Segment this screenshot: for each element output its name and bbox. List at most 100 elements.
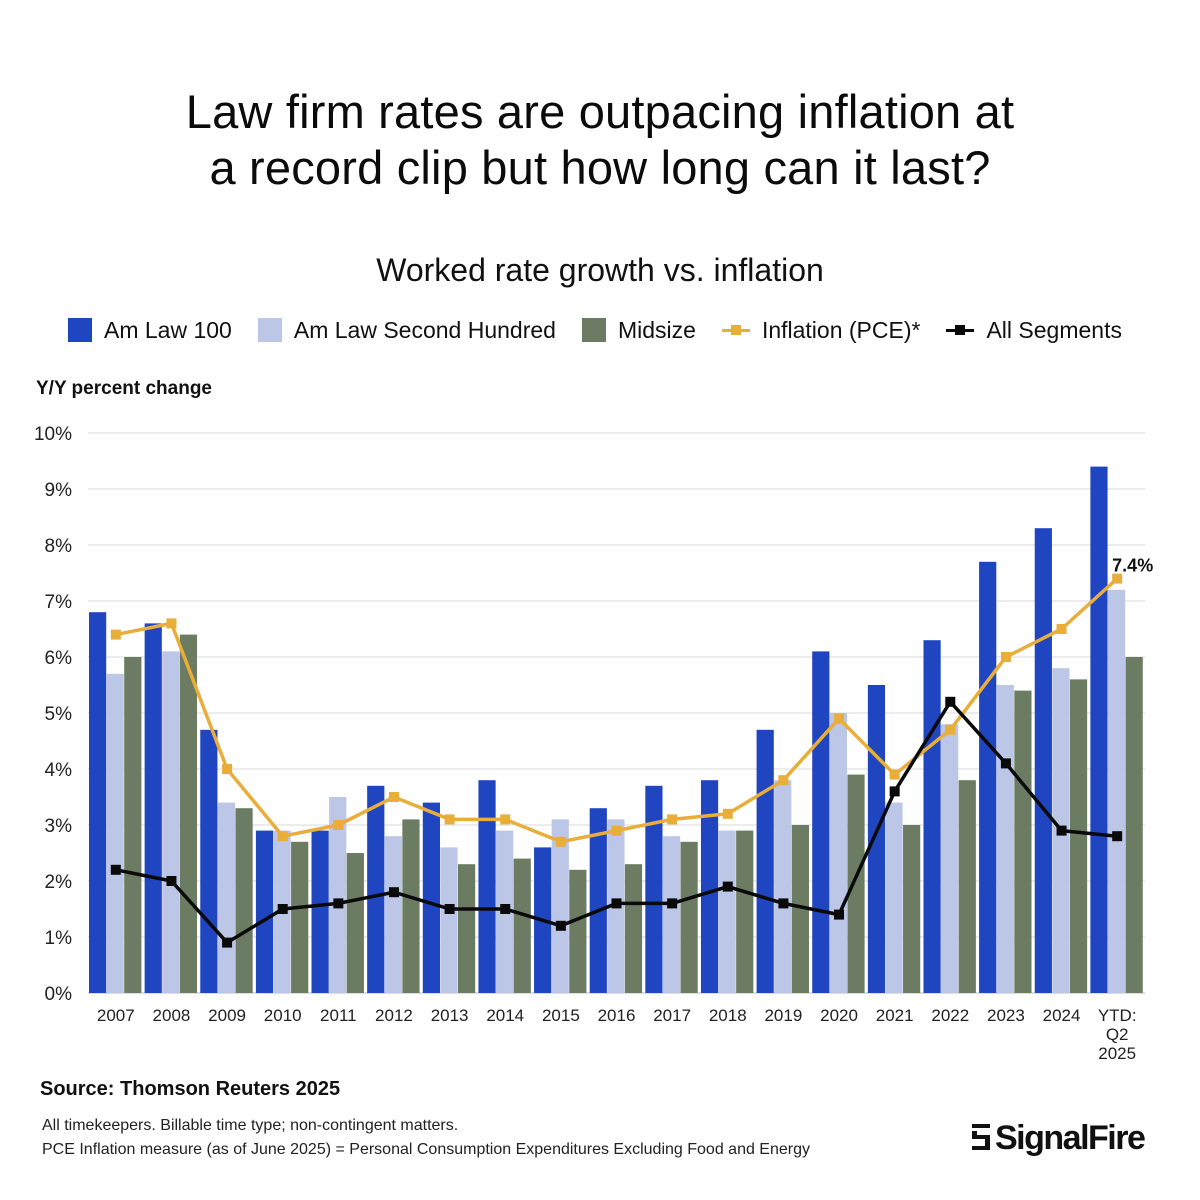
footnote-2: PCE Inflation measure (as of June 2025) …	[42, 1141, 810, 1158]
bar-am-law-100	[422, 802, 440, 993]
chart-title: Worked rate growth vs. inflation	[376, 252, 824, 288]
legend-label: Inflation (PCE)*	[761, 316, 921, 343]
bar-am-law-100	[979, 561, 997, 993]
chart-legend: Am Law 100 Am Law Second Hundred Midsize In…	[68, 314, 1148, 346]
y-tick-label: 1%	[45, 928, 73, 949]
y-tick-label: 6%	[45, 648, 73, 669]
signalfire-logo: SignalFire	[970, 1118, 1146, 1158]
point-inflation-pce	[166, 618, 177, 629]
bar-am-law-100	[589, 808, 607, 993]
x-tick-label: 2024	[1043, 1006, 1081, 1025]
bar-am-law-100	[867, 685, 886, 993]
point-inflation-pce	[277, 831, 288, 842]
legend-item-midsize: Midsize	[581, 316, 696, 344]
point-inflation-pce	[889, 769, 900, 780]
point-inflation-pce	[500, 814, 511, 825]
bar-am-law-second-hundred	[106, 673, 124, 993]
point-inflation-pce	[611, 825, 622, 836]
point-all-segments	[555, 920, 566, 931]
bars	[89, 466, 1143, 994]
bar-am-law-100	[756, 729, 774, 993]
x-tick-label: 2011	[320, 1006, 357, 1025]
point-inflation-pce	[222, 764, 233, 774]
bar-am-law-100	[200, 729, 218, 993]
bar-am-law-100	[1090, 466, 1108, 994]
legend-swatch	[581, 318, 606, 342]
legend-item-inflation-pce: Inflation (PCE)*	[721, 316, 921, 344]
bar-am-law-second-hundred	[217, 802, 236, 993]
point-all-segments	[277, 904, 288, 914]
point-inflation-pce	[333, 820, 344, 830]
bar-midsize	[513, 858, 531, 993]
legend-label: Am Law 100	[104, 316, 232, 343]
bar-am-law-second-hundred	[829, 713, 848, 993]
bar-am-law-100	[89, 612, 107, 993]
x-tick-label: 2016	[598, 1006, 636, 1025]
logo-text: SignalFire	[995, 1118, 1146, 1157]
bar-midsize	[1014, 690, 1032, 993]
point-all-segments	[667, 898, 678, 909]
bar-midsize	[402, 819, 420, 993]
legend-item-am-law-100: Am Law 100	[68, 317, 232, 344]
y-tick-label: 4%	[45, 760, 73, 781]
bar-am-law-second-hundred	[551, 819, 569, 993]
bar-am-law-second-hundred	[662, 836, 681, 993]
x-tick-label: 2014	[486, 1006, 524, 1025]
point-inflation-pce	[667, 814, 678, 825]
bar-midsize	[346, 853, 364, 993]
point-inflation-pce	[388, 792, 399, 802]
bar-am-law-second-hundred	[718, 830, 736, 993]
bar-am-law-100	[700, 780, 719, 993]
y-tick-label: 10%	[34, 424, 72, 445]
bar-am-law-second-hundred	[885, 802, 903, 993]
x-tick-label: 2019	[764, 1006, 802, 1025]
bar-midsize	[680, 841, 698, 993]
point-all-segments	[722, 881, 733, 892]
y-tick-label: 5%	[45, 704, 73, 725]
point-all-segments	[222, 937, 233, 948]
point-all-segments	[611, 898, 622, 909]
legend-label: Midsize	[617, 316, 696, 343]
annotations: 7.4%	[1112, 556, 1153, 576]
bar-midsize	[569, 869, 587, 993]
point-all-segments	[1112, 831, 1123, 842]
x-tick-label: 2020	[820, 1006, 858, 1025]
x-tick-label: 2023	[987, 1006, 1025, 1025]
bar-midsize	[624, 864, 643, 993]
bar-midsize	[235, 808, 253, 993]
legend-line-marker	[721, 318, 750, 342]
legend-swatch	[68, 318, 92, 342]
point-inflation-pce	[110, 629, 121, 640]
x-tick-label: 2007	[97, 1006, 135, 1025]
bar-am-law-second-hundred	[329, 797, 347, 993]
data-label: 7.4%	[1112, 556, 1153, 576]
y-axis-label: Y/Y percent change	[36, 378, 212, 399]
bar-am-law-second-hundred	[384, 836, 402, 993]
bar-am-law-second-hundred	[1107, 589, 1126, 993]
source-text: Source: Thomson Reuters 2025	[40, 1078, 341, 1100]
x-tick-label: 2017	[653, 1006, 691, 1025]
title-line-2: a record clip but how long can it last?	[209, 141, 991, 194]
point-inflation-pce	[945, 724, 956, 735]
point-all-segments	[333, 898, 344, 909]
bar-am-law-100	[311, 830, 329, 993]
point-all-segments	[166, 876, 177, 886]
bar-midsize	[1069, 679, 1088, 993]
bar-midsize	[847, 774, 865, 993]
point-inflation-pce	[1000, 652, 1011, 662]
y-tick-label: 9%	[45, 480, 73, 501]
point-all-segments	[1056, 825, 1067, 836]
legend-item-am-law-second-hundred: Am Law Second Hundred	[257, 317, 556, 344]
footnote-1: All timekeepers. Billable time type; non…	[42, 1117, 459, 1134]
bar-am-law-second-hundred	[440, 847, 458, 993]
x-axis-ticks: 2007 2008 2009 2010 2011 2012 2013 2014 2015 2016…	[97, 1006, 1137, 1063]
point-inflation-pce	[555, 836, 566, 847]
bar-midsize	[791, 825, 809, 993]
legend-label: All Segments	[986, 316, 1122, 343]
x-tick-label: 2015	[542, 1006, 580, 1025]
bar-am-law-100	[367, 785, 385, 993]
x-tick-label: 2008	[153, 1006, 191, 1025]
y-tick-label: 7%	[45, 592, 73, 613]
bar-am-law-second-hundred	[774, 780, 792, 993]
signalfire-logo-icon	[972, 1124, 990, 1150]
